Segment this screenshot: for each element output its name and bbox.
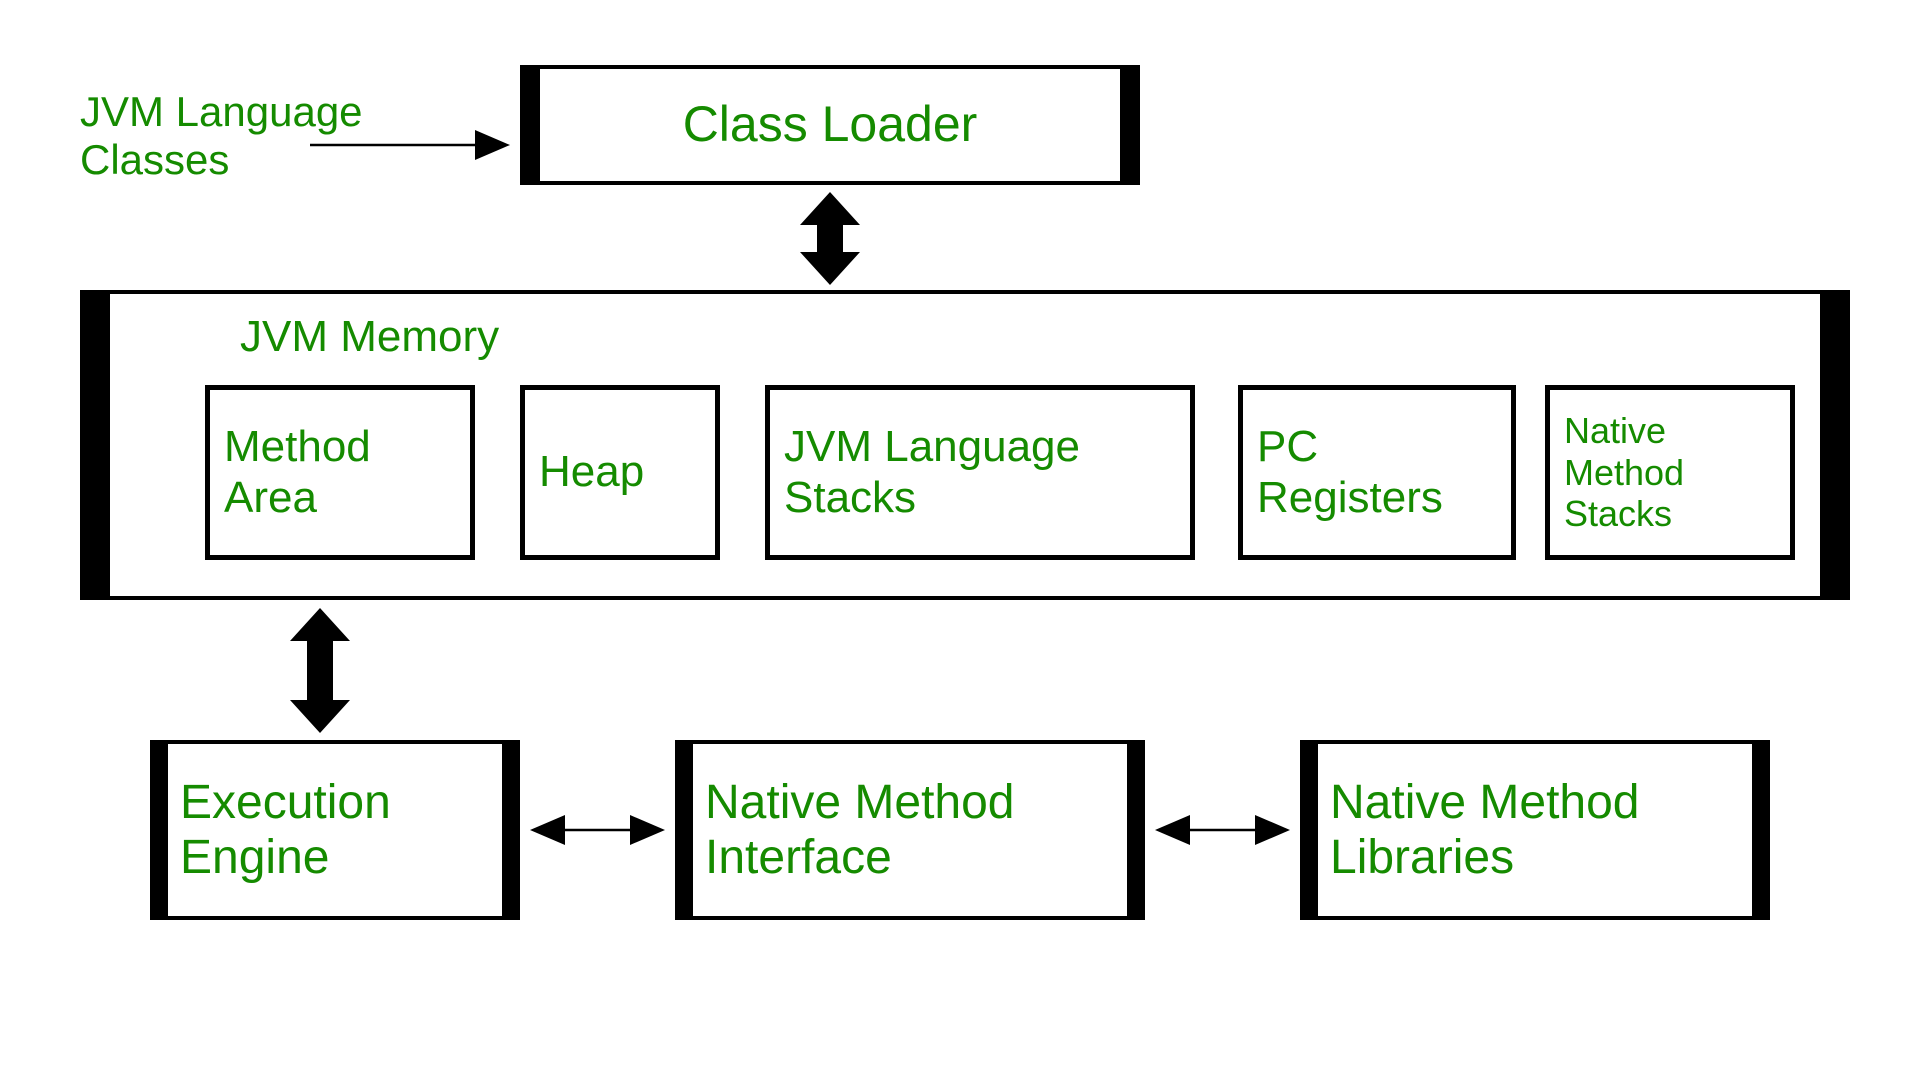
native-method-interface-box: Native Method Interface [675, 740, 1145, 920]
native-method-interface-label: Native Method Interface [695, 775, 1015, 885]
jvm-memory-title: JVM Memory [230, 312, 499, 363]
execution-engine-label: Execution Engine [170, 775, 391, 885]
execution-engine-box: Execution Engine [150, 740, 520, 920]
class-loader-label: Class Loader [683, 96, 978, 154]
native-method-libraries-box: Native Method Libraries [1300, 740, 1770, 920]
native-method-libraries-label: Native Method Libraries [1320, 775, 1640, 885]
